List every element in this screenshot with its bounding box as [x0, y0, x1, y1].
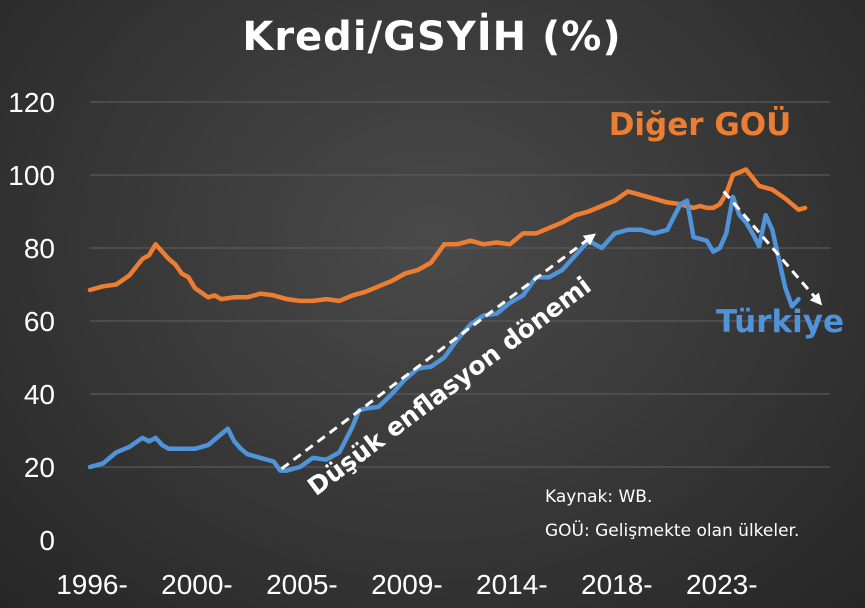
series-label-turkey: Türkiye [716, 304, 844, 340]
y-tick-label: 0 [39, 525, 55, 556]
chart-title: Kredi/GSYİH (%) [242, 12, 621, 60]
x-tick-label: 2005- [266, 569, 338, 600]
x-tick-label: 2009- [371, 569, 443, 600]
series-line-turkey [87, 194, 801, 473]
low-inflation-arrow [280, 233, 597, 471]
x-tick-label: 2014- [476, 569, 548, 600]
y-tick-label: 120 [8, 87, 55, 118]
series-line-other-emerging [87, 167, 808, 304]
x-tick-label: 2023- [686, 569, 758, 600]
abbreviation-note: GOÜ: Gelişmekte olan ülkeler. [545, 519, 799, 541]
y-tick-label: 40 [24, 379, 55, 410]
x-tick-label: 2000- [161, 569, 233, 600]
x-tick-label: 2018- [581, 569, 653, 600]
x-tick-label: 1996- [56, 569, 128, 600]
y-tick-label: 80 [24, 233, 55, 264]
y-axis-ticks: 0 20 40 60 80 100 120 [8, 87, 55, 556]
y-tick-label: 20 [24, 452, 55, 483]
y-tick-label: 60 [24, 306, 55, 337]
series-lines [87, 167, 808, 473]
x-axis-ticks: 1996- 2000- 2005- 2009- 2014- 2018- 2023- [56, 569, 757, 600]
y-tick-label: 100 [8, 160, 55, 191]
source-note: Kaynak: WB. [545, 487, 652, 507]
series-label-other-emerging: Diğer GOÜ [609, 106, 792, 143]
decline-arrow [722, 190, 823, 306]
gridlines [90, 101, 830, 468]
